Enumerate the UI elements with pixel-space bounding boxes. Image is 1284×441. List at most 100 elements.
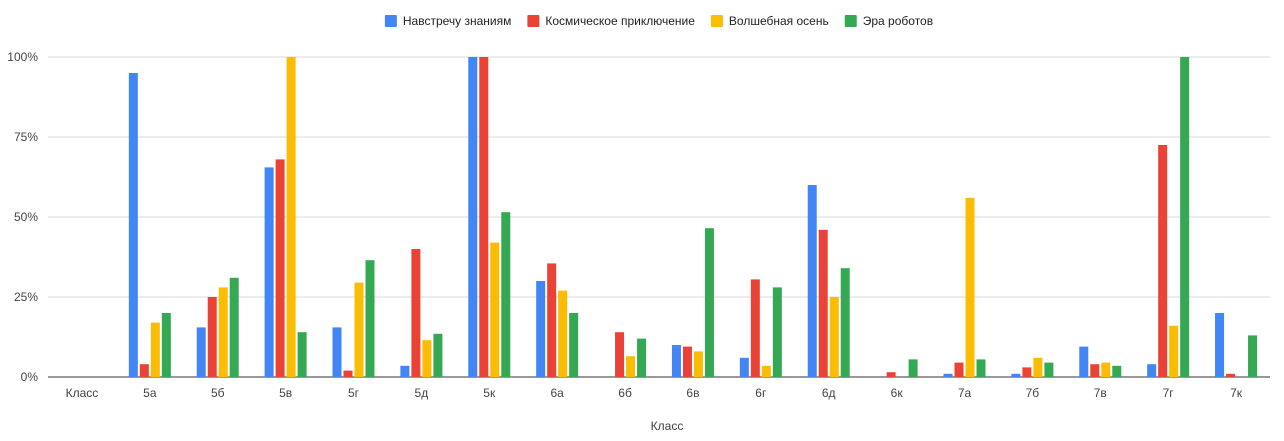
bar-13-2[interactable] xyxy=(965,197,975,377)
legend-label: Космическое приключение xyxy=(545,14,695,28)
bar-4-0[interactable] xyxy=(332,327,342,377)
bar-7-3[interactable] xyxy=(569,313,579,377)
bar-3-2[interactable] xyxy=(286,57,296,377)
bar-17-3[interactable] xyxy=(1248,335,1258,377)
x-tick-label: 6к xyxy=(891,386,904,400)
legend-label: Навстречу знаниям xyxy=(403,14,512,28)
bar-1-1[interactable] xyxy=(139,364,149,377)
bar-4-3[interactable] xyxy=(365,260,375,377)
x-tick-label: 7а xyxy=(958,386,972,400)
legend-item[interactable]: Навстречу знаниям xyxy=(384,14,512,28)
bar-6-3[interactable] xyxy=(501,212,511,377)
x-tick-label: 5г xyxy=(348,386,360,400)
bar-1-2[interactable] xyxy=(150,322,160,377)
bar-12-1[interactable] xyxy=(886,372,896,377)
bar-2-2[interactable] xyxy=(218,287,228,377)
bar-4-1[interactable] xyxy=(343,370,353,377)
x-tick-label: 6д xyxy=(822,386,836,400)
bar-10-1[interactable] xyxy=(750,279,760,377)
x-tick-label: 5в xyxy=(279,386,292,400)
bar-15-1[interactable] xyxy=(1090,364,1100,377)
bar-10-3[interactable] xyxy=(772,287,782,377)
bar-2-3[interactable] xyxy=(229,277,239,377)
bar-17-1[interactable] xyxy=(1226,373,1236,377)
bar-17-0[interactable] xyxy=(1215,313,1225,377)
bar-5-1[interactable] xyxy=(411,249,421,377)
bar-6-1[interactable] xyxy=(479,57,489,377)
x-tick-label: 5д xyxy=(415,386,429,400)
bar-16-1[interactable] xyxy=(1158,145,1168,377)
bar-1-0[interactable] xyxy=(128,73,138,377)
y-tick-label: 50% xyxy=(14,210,38,224)
bar-5-0[interactable] xyxy=(400,365,410,377)
bar-3-3[interactable] xyxy=(297,332,307,377)
bar-14-3[interactable] xyxy=(1044,362,1054,377)
bar-8-3[interactable] xyxy=(637,338,647,377)
bar-15-2[interactable] xyxy=(1101,362,1111,377)
x-axis-title: Класс xyxy=(651,419,684,433)
legend-item[interactable]: Эра роботов xyxy=(844,14,933,28)
x-axis: Класс 5а 5б 5в 5г 5д 5к 6а 6б 6в 6г 6д 6к 7а 7б 7в 7г 7к xyxy=(66,386,1243,400)
bar-16-0[interactable] xyxy=(1147,364,1157,377)
y-tick-label: 0% xyxy=(21,370,39,384)
x-tick-label: 6в xyxy=(686,386,699,400)
bar-10-2[interactable] xyxy=(761,365,771,377)
bar-10-0[interactable] xyxy=(739,357,749,377)
x-tick-label: 7в xyxy=(1094,386,1107,400)
y-axis: 0% 25% 50% 75% 100% xyxy=(7,50,38,384)
bar-3-0[interactable] xyxy=(264,167,274,377)
legend-swatch xyxy=(384,15,397,27)
chart-gridlines xyxy=(48,56,1270,378)
y-tick-label: 25% xyxy=(14,290,38,304)
bar-11-0[interactable] xyxy=(807,185,817,377)
x-tick-label: 6г xyxy=(755,386,767,400)
bar-16-2[interactable] xyxy=(1169,325,1179,377)
bar-8-1[interactable] xyxy=(615,332,625,377)
bar-6-0[interactable] xyxy=(468,57,478,377)
bar-2-0[interactable] xyxy=(196,327,206,377)
x-tick-label: 5б xyxy=(211,386,225,400)
bar-13-0[interactable] xyxy=(943,373,953,377)
legend-item[interactable]: Космическое приключение xyxy=(527,14,695,28)
bar-9-0[interactable] xyxy=(671,345,681,377)
bar-7-2[interactable] xyxy=(558,290,568,377)
bar-15-0[interactable] xyxy=(1079,346,1089,377)
legend-swatch xyxy=(844,15,857,27)
x-tick-label: 5к xyxy=(483,386,496,400)
bar-11-1[interactable] xyxy=(818,229,828,377)
bar-5-3[interactable] xyxy=(433,333,443,377)
bar-11-2[interactable] xyxy=(829,297,839,377)
bar-6-2[interactable] xyxy=(490,242,500,377)
bar-14-0[interactable] xyxy=(1011,373,1021,377)
bar-9-2[interactable] xyxy=(693,351,703,377)
bar-15-3[interactable] xyxy=(1112,365,1122,377)
x-tick-label: 7к xyxy=(1230,386,1243,400)
bar-9-1[interactable] xyxy=(682,346,692,377)
y-tick-label: 100% xyxy=(7,50,38,64)
bar-5-2[interactable] xyxy=(422,340,432,377)
bar-7-0[interactable] xyxy=(536,281,546,377)
legend-swatch xyxy=(710,15,723,27)
x-tick-label: 7г xyxy=(1163,386,1175,400)
bar-12-3[interactable] xyxy=(908,359,918,377)
bar-13-3[interactable] xyxy=(976,359,986,377)
bar-7-1[interactable] xyxy=(547,263,557,377)
bar-13-1[interactable] xyxy=(954,362,964,377)
bar-14-2[interactable] xyxy=(1033,357,1043,377)
legend-label: Эра роботов xyxy=(863,14,933,28)
bar-4-2[interactable] xyxy=(354,282,364,377)
bar-1-3[interactable] xyxy=(161,313,171,377)
chart-legend: Навстречу знаниям Космическое приключение… xyxy=(384,14,933,28)
bar-9-3[interactable] xyxy=(704,228,714,377)
bar-11-3[interactable] xyxy=(840,268,850,377)
x-tick-label: 5а xyxy=(143,386,157,400)
bar-2-1[interactable] xyxy=(207,297,217,377)
bar-16-3[interactable] xyxy=(1180,57,1190,377)
bar-14-1[interactable] xyxy=(1022,367,1032,377)
bar-3-1[interactable] xyxy=(275,159,285,377)
bar-8-2[interactable] xyxy=(626,356,636,377)
x-tick-label: Класс xyxy=(66,386,99,400)
x-tick-label: 6а xyxy=(550,386,564,400)
legend-item[interactable]: Волшебная осень xyxy=(710,14,829,28)
